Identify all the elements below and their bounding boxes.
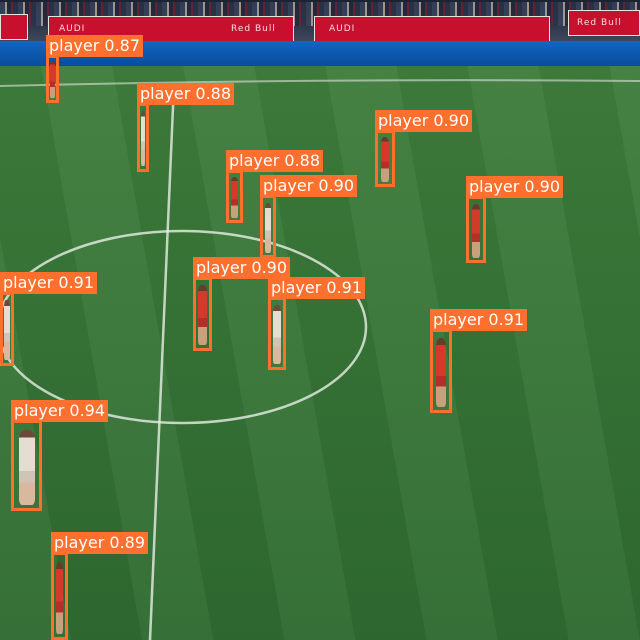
player-figure: [55, 561, 64, 634]
player-figure: [141, 111, 145, 167]
advertising-board: Red Bull: [568, 10, 640, 36]
detection-label: player 0.90: [260, 175, 358, 197]
detection-label: player 0.87: [46, 35, 144, 57]
player-figure: [264, 202, 272, 253]
board-text: AUDI: [59, 24, 86, 34]
advertising-board: [0, 14, 28, 40]
detection-box: [375, 130, 395, 187]
detection-box: [51, 552, 68, 640]
detection-box: [466, 196, 486, 263]
player-figure: [198, 285, 207, 346]
board-text: AUDI: [329, 24, 356, 34]
detection-label: player 0.91: [430, 309, 528, 331]
crowd: [0, 2, 640, 14]
detection-box: [46, 55, 59, 103]
detection-box: [11, 420, 42, 511]
detection-label: player 0.88: [226, 150, 324, 172]
player-figure: [18, 429, 35, 505]
detection-box: [0, 292, 14, 366]
detection-box: [260, 195, 276, 258]
detection-box: [226, 170, 243, 223]
detection-box: [193, 277, 212, 351]
halfway-line: [148, 83, 176, 640]
player-figure: [273, 305, 281, 365]
advertising-board: AUDI: [314, 16, 550, 42]
detection-label: player 0.91: [0, 272, 98, 294]
detection-label: player 0.90: [375, 110, 473, 132]
detection-box: [268, 297, 286, 370]
detection-box: [430, 329, 452, 413]
detection-label: player 0.90: [193, 257, 291, 279]
detection-label: player 0.91: [268, 277, 366, 299]
detection-label: player 0.88: [137, 83, 235, 105]
center-circle: [0, 229, 368, 425]
player-figure: [435, 338, 447, 407]
detection-label: player 0.90: [466, 176, 564, 198]
player-figure: [50, 61, 55, 99]
board-text: Red Bull: [577, 18, 622, 28]
player-figure: [4, 300, 10, 361]
board-text: Red Bull: [231, 24, 276, 34]
detection-label: player 0.89: [51, 532, 149, 554]
player-figure: [471, 203, 481, 258]
touchline: [0, 79, 640, 87]
pitch-markings: [0, 79, 640, 640]
player-figure: [380, 137, 390, 182]
player-figure: [230, 176, 239, 219]
detection-box: [137, 103, 149, 172]
detection-label: player 0.94: [11, 400, 109, 422]
